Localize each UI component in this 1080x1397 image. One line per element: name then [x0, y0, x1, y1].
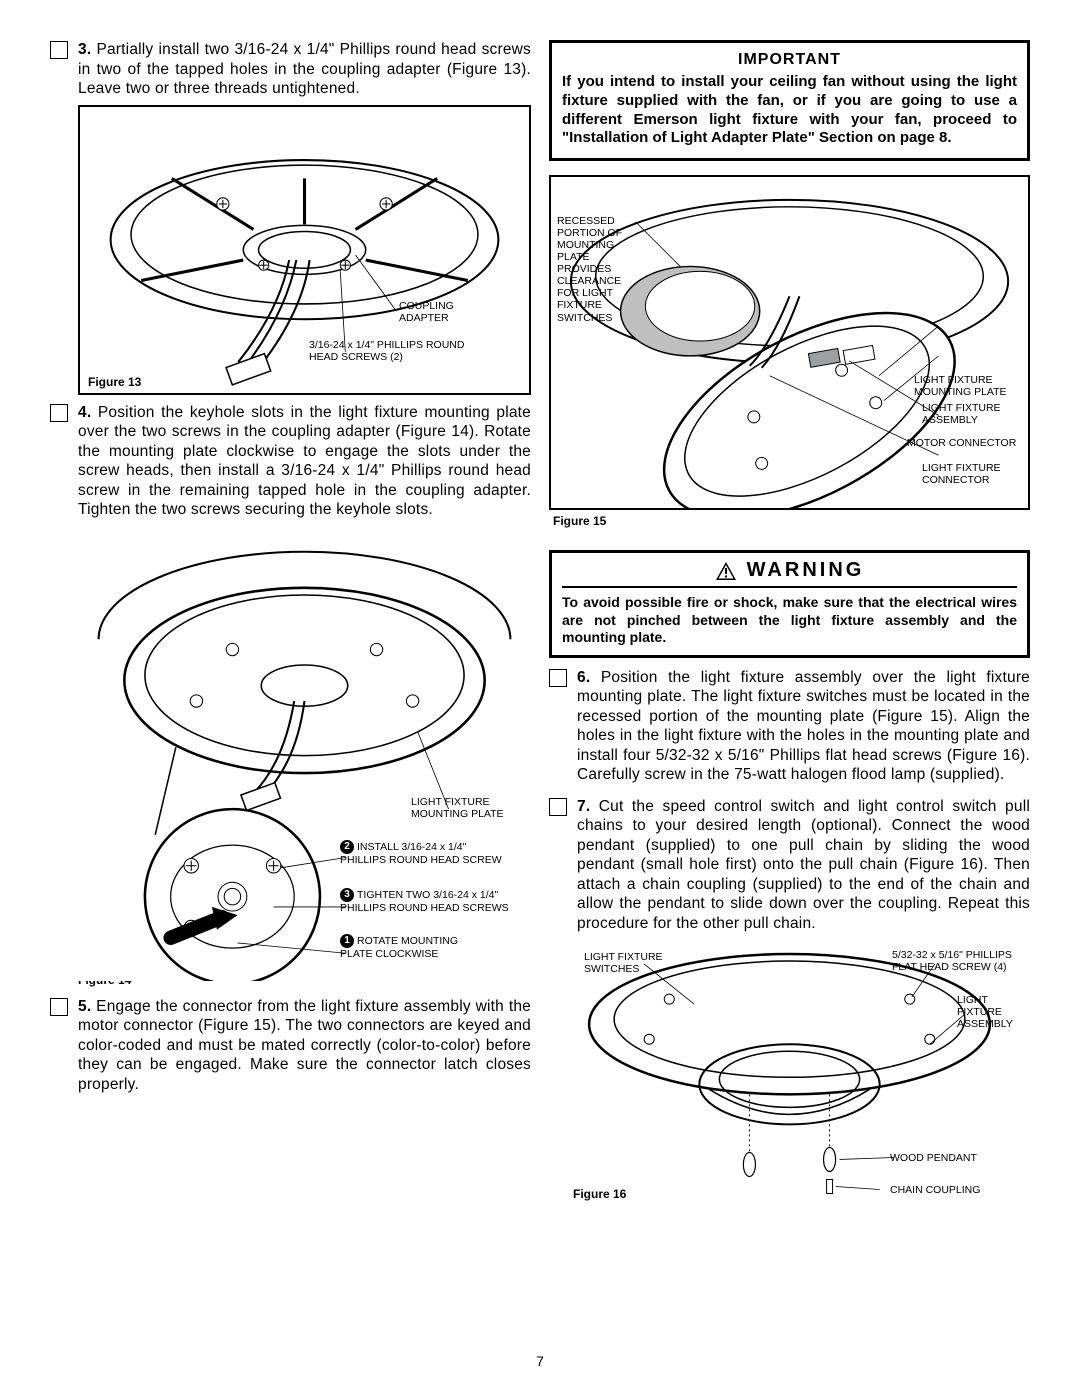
checkbox-icon — [549, 669, 567, 687]
page-number: 7 — [536, 1353, 544, 1369]
fig16-label-switches: LIGHT FIXTURE SWITCHES — [584, 951, 674, 975]
step-body: Position the light fixture assembly over… — [577, 669, 1030, 784]
step-5: 5. Engage the connector from the light f… — [50, 997, 531, 1095]
figure-15: RECESSED PORTION OF MOUNTING PLATE PROVI… — [549, 175, 1030, 510]
step-body: Cut the speed control switch and light c… — [577, 798, 1030, 932]
warning-notice: WARNING To avoid possible fire or shock,… — [549, 550, 1030, 658]
step-text: 7. Cut the speed control switch and ligh… — [577, 797, 1030, 934]
fig13-label-coupling: COUPLING ADAPTER — [399, 300, 469, 324]
fig15-label-mount: LIGHT FIXTURE MOUNTING PLATE — [914, 374, 1022, 398]
fig16-label-coupling: CHAIN COUPLING — [890, 1184, 990, 1196]
step-number: 5. — [78, 998, 91, 1015]
figure-16-caption: Figure 16 — [573, 1188, 626, 1202]
fig15-label-motor: MOTOR CONNECTOR — [907, 437, 1022, 449]
fig15-label-recess: RECESSED PORTION OF MOUNTING PLATE PROVI… — [557, 215, 635, 324]
fig14-label-tighten: 3TIGHTEN TWO 3/16-24 x 1/4" PHILLIPS ROU… — [340, 888, 515, 914]
important-title: IMPORTANT — [562, 51, 1017, 69]
figure-13: COUPLING ADAPTER 3/16-24 x 1/4" PHILLIPS… — [78, 105, 531, 395]
important-notice: IMPORTANT If you intend to install your … — [549, 40, 1030, 161]
checkbox-icon — [50, 404, 68, 422]
step-body: Position the keyhole slots in the light … — [78, 404, 531, 519]
step-3: 3. Partially install two 3/16-24 x 1/4" … — [50, 40, 531, 99]
step-text: 6. Position the light fixture assembly o… — [577, 668, 1030, 785]
step-6: 6. Position the light fixture assembly o… — [549, 668, 1030, 785]
checkbox-icon — [50, 998, 68, 1016]
step-number: 7. — [577, 798, 590, 815]
fig14-label-mounting: LIGHT FIXTURE MOUNTING PLATE — [411, 796, 521, 820]
step-text: 3. Partially install two 3/16-24 x 1/4" … — [78, 40, 531, 99]
left-column: 3. Partially install two 3/16-24 x 1/4" … — [50, 40, 531, 1204]
checkbox-icon — [50, 41, 68, 59]
figure-16: LIGHT FIXTURE SWITCHES 5/32-32 x 5/16" P… — [549, 939, 1030, 1204]
checkbox-icon — [549, 798, 567, 816]
step-body: Engage the connector from the light fixt… — [78, 998, 531, 1093]
warning-body: To avoid possible fire or shock, make su… — [562, 594, 1017, 647]
warning-title: WARNING — [747, 559, 865, 582]
right-column: IMPORTANT If you intend to install your … — [549, 40, 1030, 1204]
fig16-label-assembly: LIGHT FIXTURE ASSEMBLY — [957, 994, 1022, 1030]
page-columns: 3. Partially install two 3/16-24 x 1/4" … — [50, 40, 1030, 1204]
fig15-label-assembly: LIGHT FIXTURE ASSEMBLY — [922, 402, 1022, 426]
figure-16-svg — [549, 939, 1030, 1204]
step-7: 7. Cut the speed control switch and ligh… — [549, 797, 1030, 934]
fig15-label-conn: LIGHT FIXTURE CONNECTOR — [922, 462, 1022, 486]
step-number: 4. — [78, 404, 91, 421]
step-number: 6. — [577, 669, 590, 686]
step-number: 3. — [78, 41, 91, 58]
fig14-label-rotate: 1ROTATE MOUNTING PLATE CLOCKWISE — [340, 934, 470, 960]
warning-header: WARNING — [562, 559, 1017, 588]
fig13-label-screws: 3/16-24 x 1/4" PHILLIPS ROUND HEAD SCREW… — [309, 339, 489, 363]
step-4: 4. Position the keyhole slots in the lig… — [50, 403, 531, 520]
step-text: 5. Engage the connector from the light f… — [78, 997, 531, 1095]
step-body: Partially install two 3/16-24 x 1/4" Phi… — [78, 41, 531, 97]
fig16-label-pendant: WOOD PENDANT — [890, 1152, 990, 1164]
figure-14: LIGHT FIXTURE MOUNTING PLATE 2INSTALL 3/… — [78, 526, 531, 981]
fig16-label-screws: 5/32-32 x 5/16" PHILLIPS FLAT HEAD SCREW… — [892, 949, 1022, 973]
warning-icon — [715, 561, 737, 581]
figure-13-caption: Figure 13 — [88, 375, 141, 389]
important-body: If you intend to install your ceiling fa… — [562, 73, 1017, 148]
fig14-label-install: 2INSTALL 3/16-24 x 1/4" PHILLIPS ROUND H… — [340, 840, 510, 866]
figure-15-caption: Figure 15 — [553, 514, 1030, 528]
step-text: 4. Position the keyhole slots in the lig… — [78, 403, 531, 520]
